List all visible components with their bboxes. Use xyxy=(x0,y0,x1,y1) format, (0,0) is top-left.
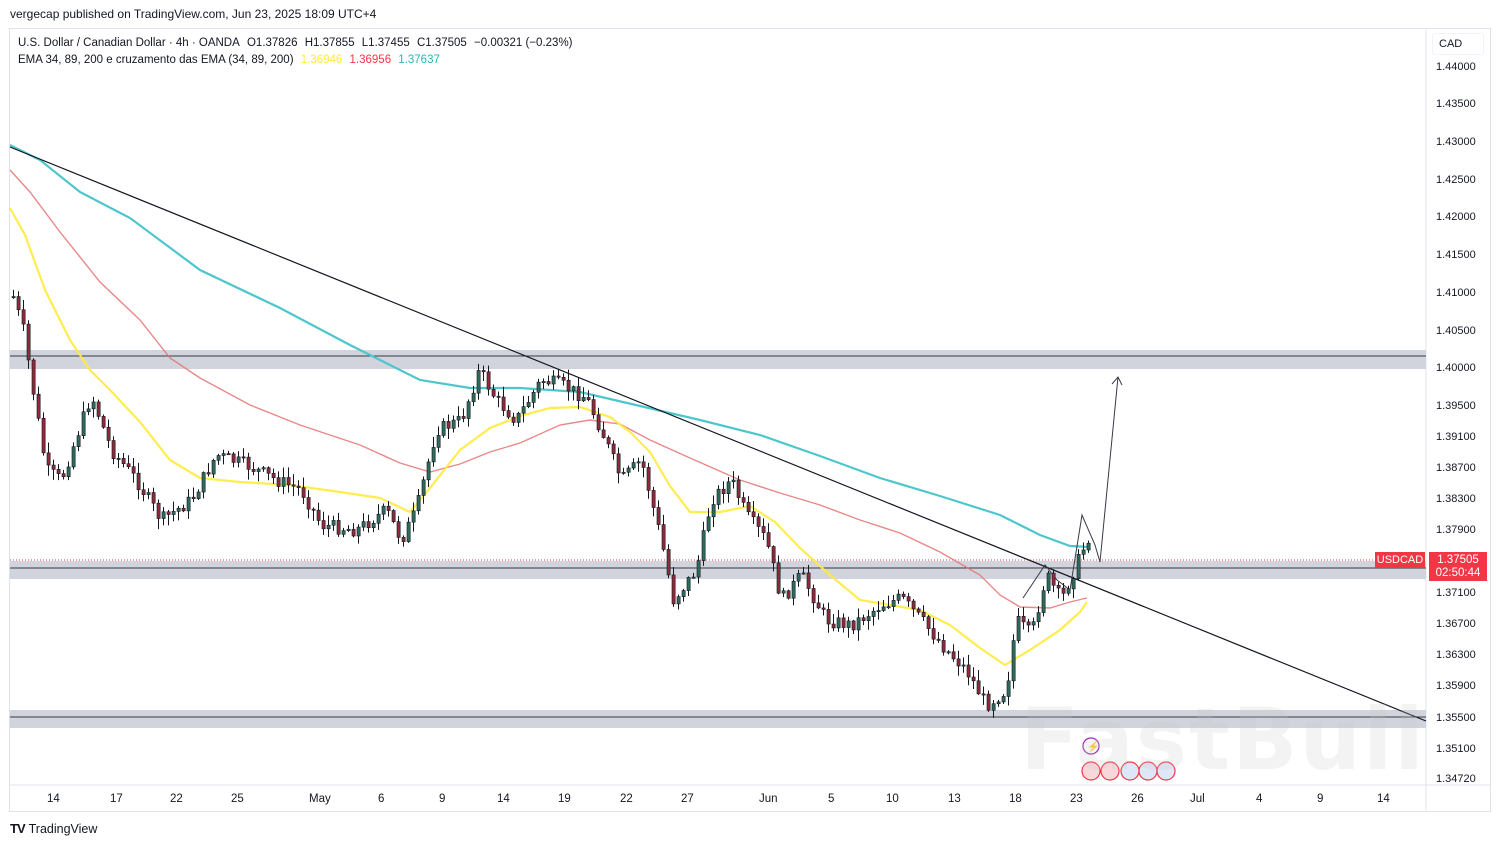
svg-text:1.35900: 1.35900 xyxy=(1436,680,1476,692)
svg-text:1.42500: 1.42500 xyxy=(1436,174,1476,186)
support-zone-current[interactable] xyxy=(10,561,1426,579)
svg-text:14: 14 xyxy=(497,793,510,805)
ema89-value: 1.36956 xyxy=(349,54,392,66)
svg-text:23: 23 xyxy=(1070,793,1083,805)
ema200-value: 1.37637 xyxy=(398,54,440,66)
projection-arrow[interactable] xyxy=(1022,376,1123,599)
ema89-line[interactable] xyxy=(9,169,1088,609)
svg-text:25: 25 xyxy=(231,793,244,805)
svg-text:14: 14 xyxy=(47,793,60,805)
indicator-name: EMA 34, 89, 200 e cruzamento das EMA (34… xyxy=(18,54,294,66)
ohlc-low: L1.37455 xyxy=(361,37,410,49)
svg-text:13: 13 xyxy=(948,793,961,805)
support-zone-low[interactable] xyxy=(10,710,1426,728)
svg-text:1.37900: 1.37900 xyxy=(1436,524,1476,536)
svg-text:1.39100: 1.39100 xyxy=(1436,431,1476,443)
svg-text:Jun: Jun xyxy=(759,793,778,805)
svg-text:1.42000: 1.42000 xyxy=(1436,211,1476,223)
candlesticks[interactable] xyxy=(11,289,1091,718)
tradingview-branding[interactable]: TV TradingView xyxy=(10,821,97,836)
bar-countdown: 02:50:44 xyxy=(1435,567,1481,579)
symbol-title: U.S. Dollar / Canadian Dollar · 4h · OAN… xyxy=(18,37,240,49)
svg-text:1.36700: 1.36700 xyxy=(1436,618,1476,630)
ema200-line[interactable] xyxy=(9,144,1091,549)
current-price-tag: 1.37505 02:50:44 xyxy=(1429,552,1487,581)
svg-text:1.36300: 1.36300 xyxy=(1436,649,1476,661)
svg-text:18: 18 xyxy=(1009,793,1022,805)
time-axis-labels: 14 17 22 25 May 6 9 14 19 22 27 Jun 5 10… xyxy=(47,793,1390,805)
ohlc-open: O1.37826 xyxy=(246,37,298,49)
svg-text:Jul: Jul xyxy=(1190,793,1205,805)
lightning-event-icon xyxy=(1082,737,1100,755)
currency-selector[interactable]: CAD xyxy=(1432,33,1484,55)
svg-text:9: 9 xyxy=(439,793,445,805)
svg-text:1.38700: 1.38700 xyxy=(1436,462,1476,474)
svg-text:6: 6 xyxy=(378,793,384,805)
chart-frame xyxy=(9,28,1491,812)
tradingview-logo-icon: TV xyxy=(10,821,26,836)
ohlc-close: C1.37505 xyxy=(416,37,467,49)
event-markers[interactable]: ⚡ xyxy=(1081,737,1176,781)
price-axis-labels: 1.44000 1.43500 1.43000 1.42500 1.42000 … xyxy=(1436,61,1476,785)
svg-text:1.40500: 1.40500 xyxy=(1436,325,1476,337)
tradingview-brand-text: TradingView xyxy=(28,821,98,836)
publisher-line: vergecap published on TradingView.com, J… xyxy=(10,7,377,21)
indicator-legend-row[interactable]: EMA 34, 89, 200 e cruzamento das EMA (34… xyxy=(18,52,577,69)
us-flag-event-icons xyxy=(1081,761,1176,781)
svg-text:1.34720: 1.34720 xyxy=(1436,773,1476,785)
svg-text:14: 14 xyxy=(1377,793,1390,805)
ohlc-high: H1.37855 xyxy=(304,37,355,49)
svg-text:27: 27 xyxy=(681,793,694,805)
svg-text:1.37100: 1.37100 xyxy=(1436,587,1476,599)
svg-text:1.41500: 1.41500 xyxy=(1436,249,1476,261)
svg-text:May: May xyxy=(309,793,331,805)
svg-text:1.43500: 1.43500 xyxy=(1436,98,1476,110)
svg-text:1.40000: 1.40000 xyxy=(1436,362,1476,374)
symbol-tag: USDCAD xyxy=(1375,552,1425,568)
svg-text:1.43000: 1.43000 xyxy=(1436,136,1476,148)
svg-text:10: 10 xyxy=(886,793,899,805)
svg-text:17: 17 xyxy=(110,793,123,805)
svg-text:1.35100: 1.35100 xyxy=(1436,743,1476,755)
svg-text:1.41000: 1.41000 xyxy=(1436,287,1476,299)
zones xyxy=(10,350,1426,728)
current-price-value: 1.37505 xyxy=(1437,554,1479,566)
svg-text:9: 9 xyxy=(1317,793,1323,805)
svg-text:5: 5 xyxy=(828,793,834,805)
svg-text:1.44000: 1.44000 xyxy=(1436,61,1476,73)
svg-text:1.35500: 1.35500 xyxy=(1436,712,1476,724)
svg-text:22: 22 xyxy=(620,793,633,805)
price-change: −0.00321 (−0.23%) xyxy=(474,37,573,49)
svg-text:1.39500: 1.39500 xyxy=(1436,400,1476,412)
svg-text:22: 22 xyxy=(170,793,183,805)
svg-text:⚡: ⚡ xyxy=(1087,740,1099,753)
svg-text:4: 4 xyxy=(1256,793,1263,805)
descending-trendline[interactable] xyxy=(9,146,1427,722)
chart-legend: U.S. Dollar / Canadian Dollar · 4h · OAN… xyxy=(18,35,577,69)
resistance-zone[interactable] xyxy=(10,350,1426,369)
svg-text:26: 26 xyxy=(1131,793,1144,805)
svg-text:19: 19 xyxy=(558,793,571,805)
ema34-value: 1.36946 xyxy=(300,54,343,66)
ema34-line[interactable] xyxy=(9,207,1088,667)
svg-text:1.38300: 1.38300 xyxy=(1436,493,1476,505)
symbol-legend-row[interactable]: U.S. Dollar / Canadian Dollar · 4h · OAN… xyxy=(18,35,577,52)
